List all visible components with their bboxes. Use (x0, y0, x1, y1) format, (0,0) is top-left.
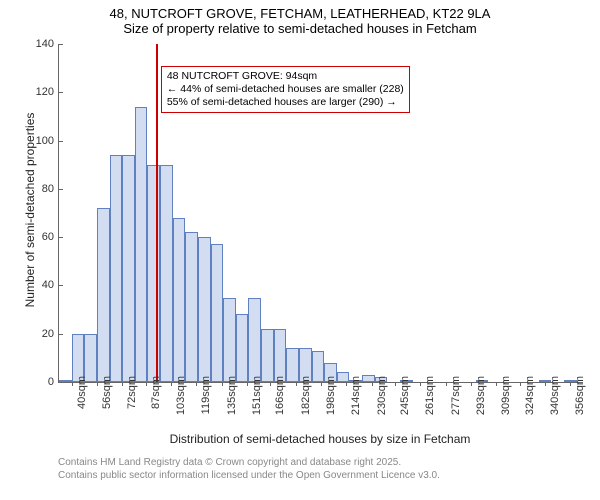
plot-area: 02040608010012014040sqm56sqm72sqm87sqm10… (58, 44, 583, 383)
histogram-bar (72, 334, 85, 382)
histogram-bar (160, 165, 173, 382)
histogram-bar (173, 218, 186, 382)
footer-line2: Contains public sector information licen… (58, 469, 440, 482)
x-tick-label: 214sqm (350, 376, 362, 415)
histogram-bar (312, 351, 325, 382)
histogram-bar (261, 329, 274, 382)
histogram-bar (110, 155, 123, 382)
x-tick-label: 293sqm (475, 376, 487, 415)
x-tick-label: 182sqm (300, 376, 312, 415)
x-tick-mark (496, 382, 497, 386)
x-axis-label: Distribution of semi-detached houses by … (58, 432, 582, 446)
x-tick-label: 40sqm (76, 376, 88, 409)
x-tick-label: 72sqm (126, 376, 138, 409)
chart-container: 48, NUTCROFT GROVE, FETCHAM, LEATHERHEAD… (0, 0, 600, 500)
x-tick-mark (196, 382, 197, 386)
x-tick-label: 151sqm (251, 376, 263, 415)
chart-title-line1: 48, NUTCROFT GROVE, FETCHAM, LEATHERHEAD… (0, 6, 600, 21)
y-tick-label: 40 (42, 279, 59, 291)
chart-title-line2: Size of property relative to semi-detach… (0, 21, 600, 36)
x-tick-mark (346, 382, 347, 386)
x-tick-mark (321, 382, 322, 386)
x-tick-mark (222, 382, 223, 386)
x-tick-label: 230sqm (376, 376, 388, 415)
annotation-line3: 55% of semi-detached houses are larger (… (167, 96, 404, 109)
histogram-bar (185, 232, 198, 382)
x-tick-mark (471, 382, 472, 386)
reference-vline (156, 44, 158, 382)
y-tick-label: 100 (36, 135, 59, 147)
x-tick-mark (520, 382, 521, 386)
histogram-bar (198, 237, 211, 382)
x-tick-mark (570, 382, 571, 386)
x-tick-mark (146, 382, 147, 386)
x-tick-label: 135sqm (226, 376, 238, 415)
x-tick-label: 103sqm (175, 376, 187, 415)
histogram-bar (337, 372, 350, 382)
x-tick-label: 56sqm (101, 376, 113, 409)
histogram-bar (274, 329, 287, 382)
x-tick-mark (420, 382, 421, 386)
x-tick-mark (372, 382, 373, 386)
x-tick-mark (395, 382, 396, 386)
y-axis-label: Number of semi-detached properties (23, 100, 37, 320)
histogram-bar (286, 348, 299, 382)
y-tick-label: 60 (42, 231, 59, 243)
x-tick-label: 261sqm (424, 376, 436, 415)
x-tick-label: 245sqm (399, 376, 411, 415)
y-tick-label: 140 (36, 38, 59, 50)
histogram-bar (122, 155, 135, 382)
x-tick-mark (171, 382, 172, 386)
histogram-bar (147, 165, 160, 382)
x-tick-label: 119sqm (200, 376, 212, 414)
histogram-bar (223, 298, 236, 383)
x-tick-mark (296, 382, 297, 386)
y-tick-label: 20 (42, 328, 59, 340)
x-tick-mark (122, 382, 123, 386)
x-tick-mark (97, 382, 98, 386)
annotation-line2: ← 44% of semi-detached houses are smalle… (167, 83, 404, 96)
histogram-bar (248, 298, 261, 383)
x-tick-label: 87sqm (150, 376, 162, 409)
x-tick-label: 166sqm (274, 376, 286, 415)
histogram-bar (97, 208, 110, 382)
annotation-line1: 48 NUTCROFT GROVE: 94sqm (167, 70, 404, 83)
x-tick-mark (545, 382, 546, 386)
x-tick-label: 340sqm (549, 376, 561, 415)
x-tick-mark (72, 382, 73, 386)
x-tick-mark (247, 382, 248, 386)
x-tick-mark (446, 382, 447, 386)
x-tick-mark (270, 382, 271, 386)
y-tick-label: 80 (42, 183, 59, 195)
x-tick-label: 277sqm (450, 376, 462, 415)
x-tick-label: 356sqm (574, 376, 586, 415)
x-tick-label: 198sqm (325, 376, 337, 415)
x-tick-label: 309sqm (500, 376, 512, 415)
histogram-bar (236, 314, 249, 382)
x-tick-label: 324sqm (524, 376, 536, 415)
chart-footer: Contains HM Land Registry data © Crown c… (58, 456, 440, 482)
histogram-bar (211, 244, 224, 382)
y-tick-label: 120 (36, 86, 59, 98)
footer-line1: Contains HM Land Registry data © Crown c… (58, 456, 440, 469)
histogram-bar (135, 107, 148, 382)
histogram-bar (84, 334, 97, 382)
y-tick-label: 0 (48, 376, 59, 388)
histogram-bar (362, 375, 375, 382)
annotation-box: 48 NUTCROFT GROVE: 94sqm← 44% of semi-de… (161, 66, 410, 113)
